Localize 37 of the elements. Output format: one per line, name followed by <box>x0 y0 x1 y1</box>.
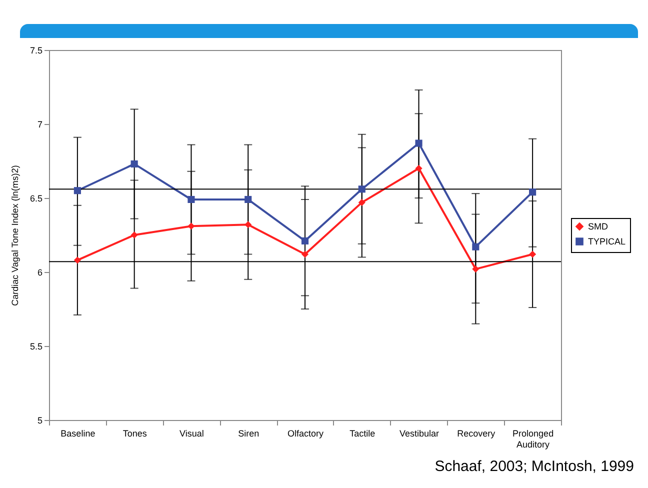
text: Schaaf, 2003; McIntosh, 1999 <box>434 458 634 475</box>
legend-label: TYPICAL <box>588 236 626 246</box>
y-tick-label: 6 <box>37 268 42 278</box>
y-tick-label: 5.5 <box>30 342 42 352</box>
point <box>358 186 366 193</box>
x-tick-label: Vestibular <box>400 428 440 438</box>
point <box>188 222 195 230</box>
point <box>301 237 309 244</box>
point <box>130 160 138 168</box>
x-tick-label: Tones <box>122 428 148 438</box>
x-tick-label: Olfactory <box>287 428 324 438</box>
x-tick-label: Siren <box>238 428 260 438</box>
point <box>74 187 81 194</box>
x-tick-label: Baseline <box>60 428 96 438</box>
y-tick-label: 7.5 <box>30 46 42 56</box>
point <box>472 243 480 250</box>
x-tick-label: Recovery <box>457 428 496 438</box>
point <box>188 196 195 204</box>
point <box>301 250 309 258</box>
point <box>415 164 422 172</box>
point <box>130 231 138 239</box>
legend-label: SMD <box>588 222 608 232</box>
y-tick-label: 5 <box>37 416 42 426</box>
x-tick-label: Visual <box>180 428 204 438</box>
point <box>529 188 536 196</box>
point <box>244 196 252 204</box>
x-tick-label: Tactile <box>350 428 376 438</box>
point <box>415 140 422 147</box>
y-tick-label: 7 <box>37 120 42 130</box>
point <box>472 266 480 273</box>
x-tick-label: Prolonged Auditory <box>512 428 554 450</box>
y-axis-title: Cardiac Vagal Tone Index (ln(ms)2) <box>10 165 20 306</box>
point <box>529 250 536 258</box>
point <box>244 221 252 228</box>
point <box>358 198 366 206</box>
point <box>74 256 81 264</box>
y-tick-label: 6.5 <box>30 194 42 204</box>
